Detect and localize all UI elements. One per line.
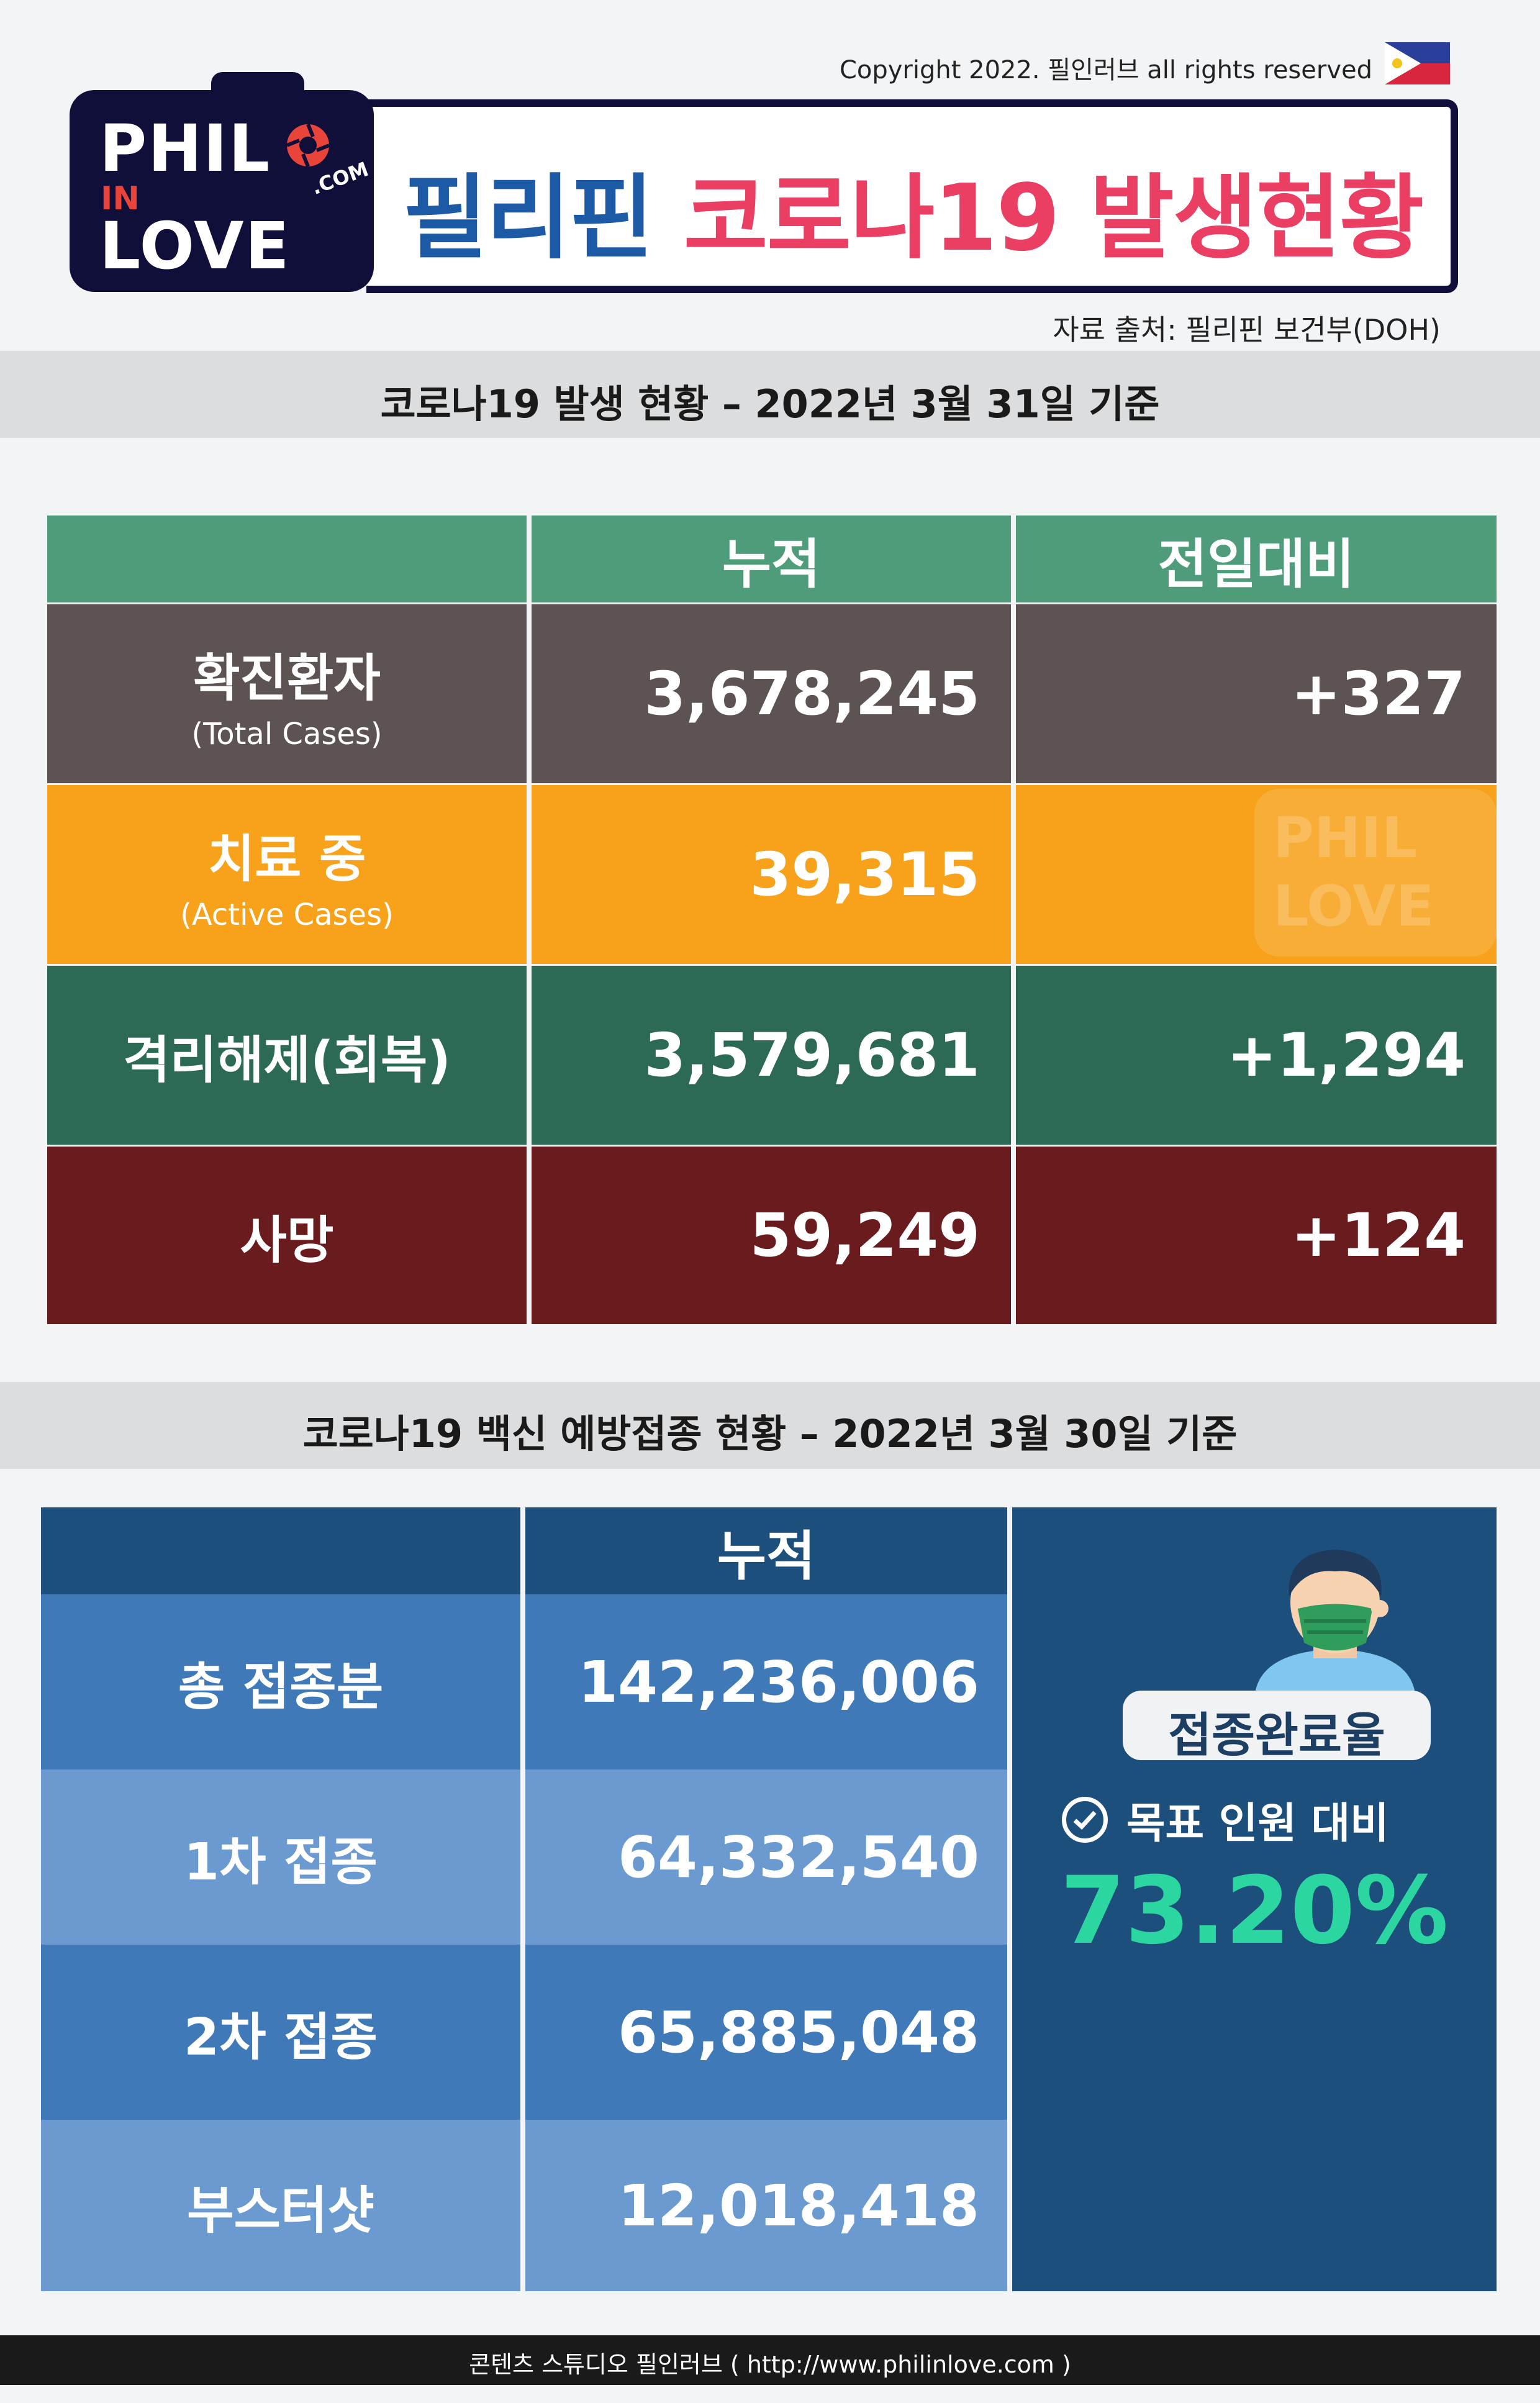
goal-label-text: 목표 인원 대비 xyxy=(1126,1799,1389,1848)
row-deaths-total: 59,249 xyxy=(532,1147,1011,1324)
completion-badge-label: 접종완료율 xyxy=(1168,1707,1385,1763)
vaccine-row-second-label: 2차 접종 xyxy=(41,1945,520,2120)
column-divider xyxy=(1007,1507,1012,2291)
goal-label: 목표 인원 대비 xyxy=(1062,1789,1389,1850)
vaccine-header-blank xyxy=(41,1507,520,1594)
row-active-cases-total: 39,315 xyxy=(532,785,1011,964)
source-note: 자료 출처: 필리핀 보건부(DOH) xyxy=(1053,313,1441,347)
row-active-cases-label: 치료 중 (Active Cases) xyxy=(47,785,527,964)
label-korean: 치료 중 xyxy=(207,829,366,889)
vaccine-row-first-value: 64,332,540 xyxy=(525,1769,1007,1945)
row-active-cases-change xyxy=(1016,785,1497,964)
column-divider xyxy=(520,1507,525,2291)
check-circle-icon xyxy=(1062,1796,1108,1843)
row-recovered-change: +1,294 xyxy=(1016,966,1497,1145)
completion-badge xyxy=(1123,1691,1431,1760)
footer-text: 콘텐츠 스튜디오 필인러브 ( http://www.philinlove.co… xyxy=(469,2351,1071,2378)
vaccine-section-title: 코로나19 백신 예방접종 현황 – 2022년 3월 30일 기준 xyxy=(302,1411,1238,1456)
philippines-flag-icon xyxy=(1385,42,1450,84)
cases-header-total: 누적 xyxy=(532,516,1011,602)
label-korean: 확진환자 xyxy=(193,648,381,708)
footer-bar xyxy=(0,2335,1540,2385)
row-total-cases-change: +327 xyxy=(1016,604,1497,783)
logo-text-phil: PHIL xyxy=(99,111,271,186)
page-title: 필리핀 코로나19 발생현황 xyxy=(373,143,1453,276)
svg-text:PHIL: PHIL xyxy=(1273,806,1417,871)
logo-text-love: LOVE xyxy=(99,208,291,284)
row-deaths-label: 사망 xyxy=(47,1147,527,1324)
vaccine-row-booster-label: 부스터샷 xyxy=(41,2120,520,2291)
svg-text:LOVE: LOVE xyxy=(1273,874,1434,939)
row-deaths-change: +124 xyxy=(1016,1147,1497,1324)
row-recovered-total: 3,579,681 xyxy=(532,966,1011,1145)
completion-panel xyxy=(1012,1507,1497,2291)
title-country: 필리핀 xyxy=(402,165,654,271)
logo-text-in: IN xyxy=(101,180,140,217)
vaccine-row-booster-value: 12,018,418 xyxy=(525,2120,1007,2291)
row-total-cases-label: 확진환자 (Total Cases) xyxy=(47,604,527,783)
logo-badge xyxy=(70,90,374,292)
cases-section-header xyxy=(0,351,1540,438)
title-subject: 코로나19 발생현황 xyxy=(683,165,1424,271)
vaccine-row-total-label: 총 접종분 xyxy=(41,1594,520,1769)
label-english: (Active Cases) xyxy=(180,897,394,932)
label-korean: 격리해제(회복) xyxy=(123,1030,451,1090)
copyright-text: Copyright 2022. 필인러브 all rights reserved xyxy=(839,56,1372,84)
cases-header-change: 전일대비 xyxy=(1016,516,1497,602)
vaccine-section-header xyxy=(0,1382,1540,1469)
vaccine-row-total-value: 142,236,006 xyxy=(525,1594,1007,1769)
cases-section-title: 코로나19 발생 현황 – 2022년 3월 31일 기준 xyxy=(380,381,1160,427)
title-banner xyxy=(366,99,1458,293)
vaccine-row-first-label: 1차 접종 xyxy=(41,1769,520,1945)
masked-person-icon xyxy=(1254,1550,1416,1702)
completion-percentage: 73.20% xyxy=(1060,1857,1449,1965)
label-korean: 사망 xyxy=(240,1211,334,1270)
vaccine-header-total: 누적 xyxy=(525,1507,1007,1594)
label-english: (Total Cases) xyxy=(191,716,383,752)
camera-shutter-icon xyxy=(286,123,330,168)
cases-header-blank xyxy=(47,516,527,602)
row-recovered-label: 격리해제(회복) xyxy=(47,966,527,1145)
row-total-cases-total: 3,678,245 xyxy=(532,604,1011,783)
vaccine-row-second-value: 65,885,048 xyxy=(525,1945,1007,2120)
logo-watermark-icon: PHIL LOVE xyxy=(1254,789,1497,956)
